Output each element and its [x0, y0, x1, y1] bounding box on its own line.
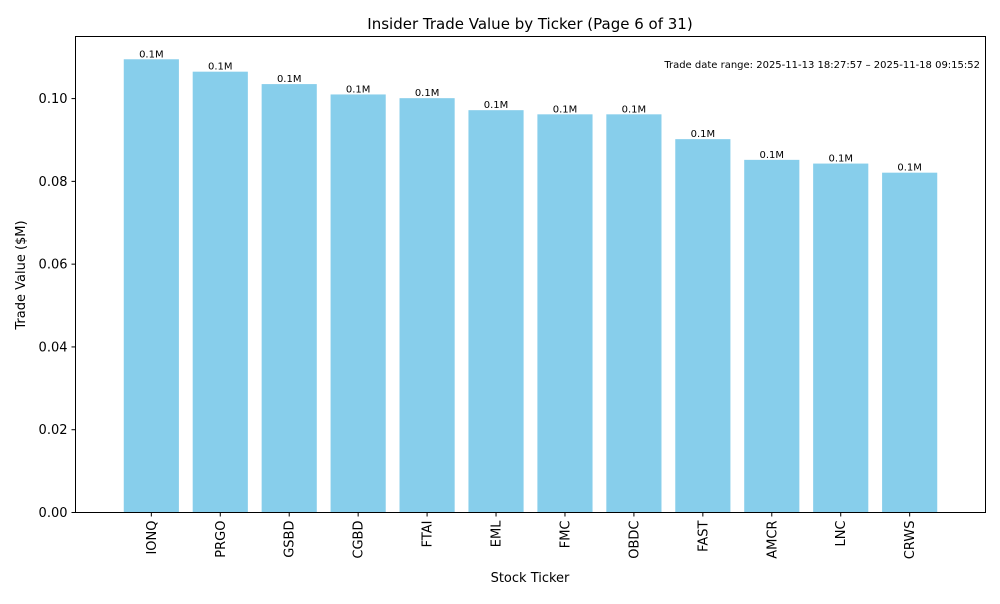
x-tick-label-lnc: LNC — [834, 521, 849, 547]
bar-prgo — [192, 71, 248, 513]
x-axis-label: Stock Ticker — [491, 571, 570, 586]
plot-frame — [75, 36, 986, 513]
x-tick-label-fast: FAST — [696, 520, 711, 551]
date-range-annotation: Trade date range: 2025-11-13 18:27:57 – … — [663, 60, 980, 71]
x-tick-label-gsbd: GSBD — [283, 521, 298, 558]
data-label-ionq: 0.1M — [139, 49, 164, 60]
data-label-fast: 0.1M — [691, 129, 716, 140]
x-axis: IONQ PRGO GSBD CGBD FTAI EML FMC OBDC FAST AMCR LN… — [145, 512, 918, 560]
data-label-ftai: 0.1M — [415, 88, 440, 99]
bar-eml — [468, 110, 524, 513]
y-tick-label: 0.08 — [39, 175, 68, 190]
data-labels-layer: 0.1M 0.1M 0.1M 0.1M 0.1M 0.1M 0.1M 0.1M 0.1M 0.1M… — [139, 49, 922, 173]
y-tick-label: 0.10 — [39, 92, 68, 107]
bar-amcr — [744, 159, 800, 513]
data-label-fmc: 0.1M — [553, 104, 578, 115]
data-label-amcr: 0.1M — [760, 150, 785, 161]
bar-fast — [675, 139, 731, 513]
x-tick-label-amcr: AMCR — [765, 521, 780, 559]
chart-title: Insider Trade Value by Ticker (Page 6 of… — [367, 15, 692, 33]
bars-layer — [123, 59, 938, 513]
data-label-cgbd: 0.1M — [346, 84, 371, 95]
bar-lnc — [813, 163, 869, 513]
bar-cgbd — [330, 94, 386, 513]
annotation-box — [622, 53, 985, 75]
data-label-gsbd: 0.1M — [277, 74, 302, 85]
x-tick-label-obdc: OBDC — [627, 521, 642, 559]
data-label-eml: 0.1M — [484, 100, 509, 111]
y-axis: 0.00 0.02 0.04 0.06 0.08 0.10 — [39, 92, 76, 521]
x-tick-label-ionq: IONQ — [145, 521, 160, 555]
x-tick-label-cgbd: CGBD — [352, 521, 367, 559]
y-tick-label: 0.04 — [39, 340, 68, 355]
bar-gsbd — [261, 84, 317, 513]
x-tick-label-prgo: PRGO — [214, 521, 229, 558]
data-label-lnc: 0.1M — [828, 154, 853, 165]
y-tick-label: 0.02 — [39, 423, 68, 438]
data-label-prgo: 0.1M — [208, 62, 233, 73]
y-tick-label: 0.00 — [39, 506, 68, 521]
x-tick-label-crws: CRWS — [903, 521, 918, 560]
x-tick-label-fmc: FMC — [558, 521, 573, 549]
x-tick-label-eml: EML — [490, 520, 505, 547]
bar-obdc — [606, 114, 662, 513]
y-axis-label: Trade Value ($M) — [14, 220, 29, 330]
data-label-crws: 0.1M — [897, 163, 922, 174]
y-tick-label: 0.06 — [39, 258, 68, 273]
bar-ftai — [399, 98, 455, 513]
bar-fmc — [537, 114, 593, 513]
bar-crws — [882, 172, 938, 513]
x-tick-label-ftai: FTAI — [421, 521, 436, 548]
bar-ionq — [123, 59, 179, 513]
data-label-obdc: 0.1M — [622, 104, 647, 115]
